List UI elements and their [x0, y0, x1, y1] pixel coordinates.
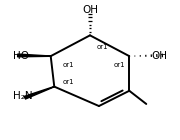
Text: H₂N: H₂N — [13, 91, 33, 101]
Text: or1: or1 — [62, 79, 74, 85]
Text: OH: OH — [152, 51, 168, 61]
Polygon shape — [18, 54, 51, 57]
Text: or1: or1 — [114, 62, 126, 68]
Text: or1: or1 — [96, 44, 108, 50]
Text: HO: HO — [13, 51, 29, 61]
Polygon shape — [24, 87, 54, 99]
Text: OH: OH — [82, 5, 98, 15]
Text: or1: or1 — [62, 62, 74, 68]
